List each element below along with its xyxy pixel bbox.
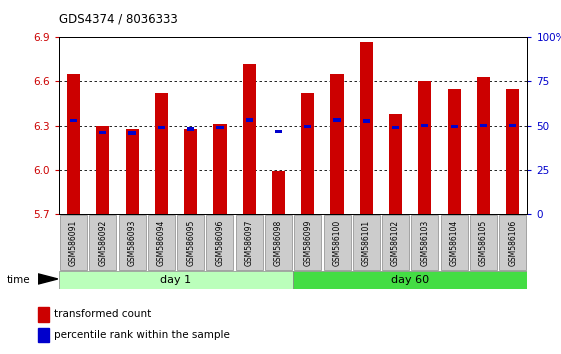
Text: GSM586094: GSM586094 (157, 219, 166, 266)
FancyBboxPatch shape (177, 215, 204, 270)
Text: day 1: day 1 (160, 275, 191, 285)
Text: GSM586102: GSM586102 (391, 219, 400, 266)
Text: GSM586104: GSM586104 (450, 219, 459, 266)
Bar (99, 131, 107, 134)
Bar (67, 74, 80, 214)
FancyBboxPatch shape (236, 215, 263, 270)
Text: percentile rank within the sample: percentile rank within the sample (54, 330, 230, 340)
Bar (213, 124, 227, 214)
FancyBboxPatch shape (265, 215, 292, 270)
FancyBboxPatch shape (324, 215, 351, 270)
Text: GSM586097: GSM586097 (245, 219, 254, 266)
Bar (477, 77, 490, 214)
Bar (448, 89, 461, 214)
FancyBboxPatch shape (60, 215, 87, 270)
Bar (217, 126, 223, 129)
FancyBboxPatch shape (295, 215, 321, 270)
Bar (450, 125, 458, 128)
Bar (330, 74, 344, 214)
Bar (392, 126, 399, 129)
Bar (389, 114, 402, 214)
Text: GSM586101: GSM586101 (362, 219, 371, 266)
Bar (509, 124, 516, 127)
FancyBboxPatch shape (148, 215, 175, 270)
Text: GSM586091: GSM586091 (69, 219, 78, 266)
Bar (304, 125, 311, 129)
Bar (421, 124, 429, 127)
Bar (301, 93, 314, 214)
Text: GSM586099: GSM586099 (304, 219, 312, 266)
Bar (126, 129, 139, 214)
Text: GSM586105: GSM586105 (479, 219, 488, 266)
Bar (363, 119, 370, 122)
FancyBboxPatch shape (470, 215, 497, 270)
Bar (246, 119, 253, 122)
FancyBboxPatch shape (441, 215, 468, 270)
Bar (70, 119, 77, 122)
Bar (38, 327, 49, 342)
Text: GSM586106: GSM586106 (508, 219, 517, 266)
Bar (506, 89, 519, 214)
Text: GSM586103: GSM586103 (420, 219, 429, 266)
Bar (360, 42, 373, 214)
Bar (184, 129, 197, 214)
Bar (419, 81, 431, 214)
Bar (96, 126, 109, 214)
FancyBboxPatch shape (293, 271, 527, 289)
Text: GSM586096: GSM586096 (215, 219, 224, 266)
Text: GSM586092: GSM586092 (98, 219, 107, 266)
Polygon shape (38, 274, 58, 284)
Text: transformed count: transformed count (54, 309, 151, 319)
Text: day 60: day 60 (391, 275, 429, 285)
Bar (272, 171, 285, 214)
FancyBboxPatch shape (59, 271, 293, 289)
FancyBboxPatch shape (89, 215, 116, 270)
FancyBboxPatch shape (353, 215, 380, 270)
Bar (333, 119, 341, 122)
Text: time: time (7, 275, 30, 285)
Text: GSM586095: GSM586095 (186, 219, 195, 266)
FancyBboxPatch shape (382, 215, 409, 270)
Text: GSM586093: GSM586093 (127, 219, 136, 266)
Bar (38, 307, 49, 321)
Bar (480, 124, 487, 127)
FancyBboxPatch shape (206, 215, 233, 270)
Bar (187, 127, 194, 131)
FancyBboxPatch shape (118, 215, 145, 270)
FancyBboxPatch shape (411, 215, 438, 270)
Text: GDS4374 / 8036333: GDS4374 / 8036333 (59, 12, 178, 25)
Bar (128, 131, 136, 135)
FancyBboxPatch shape (499, 215, 526, 270)
Bar (155, 93, 168, 214)
Bar (275, 130, 282, 133)
Text: GSM586098: GSM586098 (274, 219, 283, 266)
Text: GSM586100: GSM586100 (333, 219, 342, 266)
Bar (158, 126, 165, 129)
Bar (242, 64, 256, 214)
